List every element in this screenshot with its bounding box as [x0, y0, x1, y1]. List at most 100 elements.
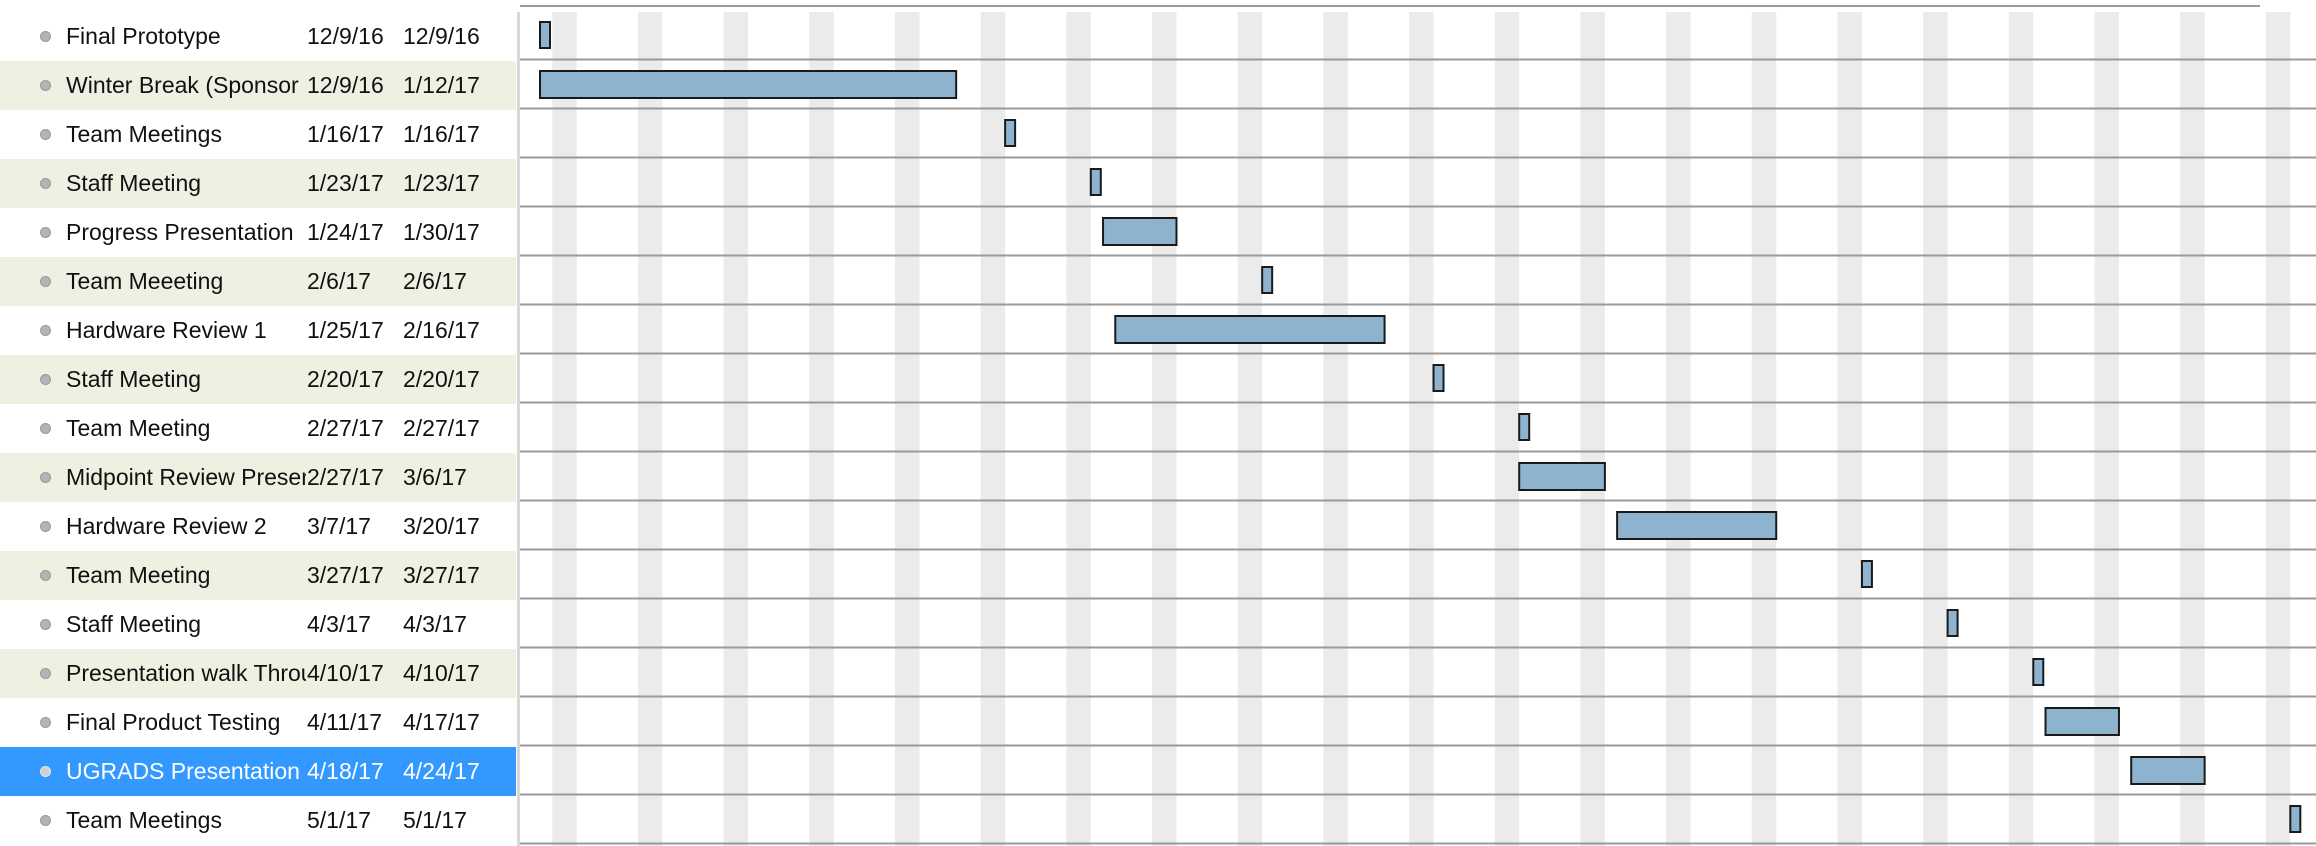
task-row[interactable]: Team Meeeting 2/6/17 2/6/17: [0, 257, 516, 306]
header-separator: [520, 5, 2260, 7]
task-bullet-icon: [40, 129, 51, 140]
weekend-band: [1923, 12, 1948, 846]
task-bullet-icon: [40, 815, 51, 826]
task-start-date: 2/6/17: [307, 268, 371, 294]
task-bullet-icon: [40, 668, 51, 679]
weekend-band: [1066, 12, 1091, 846]
task-start-date: 12/9/16: [307, 72, 384, 98]
task-finish-date: 1/30/17: [403, 219, 480, 245]
task-start-date: 1/23/17: [307, 170, 384, 196]
task-finish-date: 12/9/16: [403, 23, 480, 49]
task-finish-date: 1/23/17: [403, 170, 480, 196]
weekend-band: [2265, 12, 2291, 846]
task-start-date: 4/10/17: [307, 660, 384, 686]
task-row[interactable]: Presentation walk Throughs4/10/174/10/17: [0, 649, 516, 698]
task-row[interactable]: Progress Presentation 1/24/17 1/30/17: [0, 208, 516, 257]
milestone-bar: [1089, 168, 1102, 196]
task-name: Staff Meeting: [66, 170, 202, 196]
weekend-band: [2008, 12, 2034, 846]
task-start-date: 4/11/17: [307, 709, 383, 735]
task-start-date: 3/27/17: [307, 562, 384, 588]
task-bullet-icon: [40, 717, 51, 728]
task-row[interactable]: Team Meeting 2/27/17 2/27/17: [0, 404, 516, 453]
task-bar: [2130, 756, 2206, 785]
task-name: Staff Meeting: [66, 366, 202, 392]
weekend-band: [1323, 12, 1348, 846]
weekend-band: [1751, 12, 1777, 846]
task-start-date: 2/20/17: [307, 366, 384, 392]
milestone-bar: [1860, 560, 1873, 588]
task-name: Final Product Testing: [66, 709, 281, 735]
task-finish-date: 1/12/17: [403, 72, 480, 98]
weekend-band: [894, 12, 920, 846]
task-row[interactable]: Staff Meeting 1/23/17 1/23/17: [0, 159, 516, 208]
milestone-bar: [1004, 119, 1017, 147]
task-bullet-icon: [40, 423, 51, 434]
task-bullet-icon: [40, 374, 51, 385]
weekend-band: [980, 12, 1006, 846]
milestone-bar: [1946, 609, 1959, 637]
weekend-band: [1580, 12, 1605, 846]
task-row[interactable]: Staff Meeting 2/20/17 2/20/17: [0, 355, 516, 404]
task-row[interactable]: Team Meeting 3/27/17 3/27/17: [0, 551, 516, 600]
task-bullet-icon: [40, 619, 51, 630]
task-start-date: 5/1/17: [307, 807, 371, 833]
task-name: Hardware Review 2: [66, 513, 267, 539]
task-finish-date: 3/6/17: [403, 464, 467, 490]
weekend-band: [723, 12, 749, 846]
task-start-date: 1/24/17: [307, 219, 384, 245]
task-finish-date: 4/17/17: [403, 709, 480, 735]
task-finish-date: 2/6/17: [403, 268, 467, 294]
task-name: Team Meetings: [66, 121, 222, 147]
weekend-band: [1152, 12, 1177, 846]
task-row[interactable]: Staff Meeting 4/3/17 4/3/17: [0, 600, 516, 649]
task-finish-date: 2/16/17: [403, 317, 480, 343]
milestone-bar: [539, 21, 551, 49]
task-finish-date: 4/10/17: [403, 660, 480, 686]
weekend-band: [809, 12, 834, 846]
task-row[interactable]: Winter Break (Sponsor + Up...12/9/16 1/12…: [0, 61, 516, 110]
weekend-band: [1494, 12, 1520, 846]
task-bar: [2044, 707, 2120, 736]
task-start-date: 12/9/16: [307, 23, 384, 49]
weekend-band: [552, 12, 577, 846]
task-bullet-icon: [40, 472, 51, 483]
task-start-date: 1/16/17: [307, 121, 384, 147]
task-finish-date: 4/3/17: [403, 611, 467, 637]
task-bar: [1102, 217, 1178, 246]
task-bullet-icon: [40, 570, 51, 581]
task-bar: [539, 70, 958, 99]
task-row[interactable]: Hardware Review 1 1/25/17 2/16/17: [0, 306, 516, 355]
gantt-canvas: [520, 12, 2316, 846]
task-start-date: 2/27/17: [307, 464, 384, 490]
milestone-bar: [1432, 364, 1445, 392]
task-bullet-icon: [40, 766, 51, 777]
task-finish-date: 2/20/17: [403, 366, 480, 392]
task-name: Team Meetings: [66, 807, 222, 833]
task-row[interactable]: Final Product Testing 4/11/17 4/17/17: [0, 698, 516, 747]
gantt-chart: [520, 12, 2316, 846]
pane-splitter[interactable]: [517, 12, 520, 846]
task-row[interactable]: UGRADS Presentation 4/18/17 4/24/17: [0, 747, 516, 796]
task-name: Midpoint Review Presentation: [66, 464, 306, 490]
task-row[interactable]: Final Prototype 12/9/16 12/9/16: [0, 12, 516, 61]
task-row[interactable]: Hardware Review 2 3/7/17 3/20/17: [0, 502, 516, 551]
task-row[interactable]: Team Meetings 1/16/17 1/16/17: [0, 110, 516, 159]
milestone-bar: [1261, 266, 1274, 294]
task-bullet-icon: [40, 276, 51, 287]
task-name: UGRADS Presentation: [66, 758, 300, 784]
weekend-band: [2180, 12, 2205, 846]
task-start-date: 1/25/17: [307, 317, 384, 343]
task-start-date: 2/27/17: [307, 415, 384, 441]
task-finish-date: 2/27/17: [403, 415, 480, 441]
weekend-band: [637, 12, 663, 846]
task-name: Staff Meeting: [66, 611, 202, 637]
task-bar: [1114, 315, 1386, 344]
task-row[interactable]: Midpoint Review Presentation2/27/17 3/6/1…: [0, 453, 516, 502]
weekend-band: [1409, 12, 1434, 846]
task-row[interactable]: Team Meetings 5/1/17 5/1/17: [0, 796, 516, 845]
weekend-band: [1237, 12, 1263, 846]
task-name: Hardware Review 1: [66, 317, 267, 343]
task-name: Team Meeting: [66, 562, 211, 588]
